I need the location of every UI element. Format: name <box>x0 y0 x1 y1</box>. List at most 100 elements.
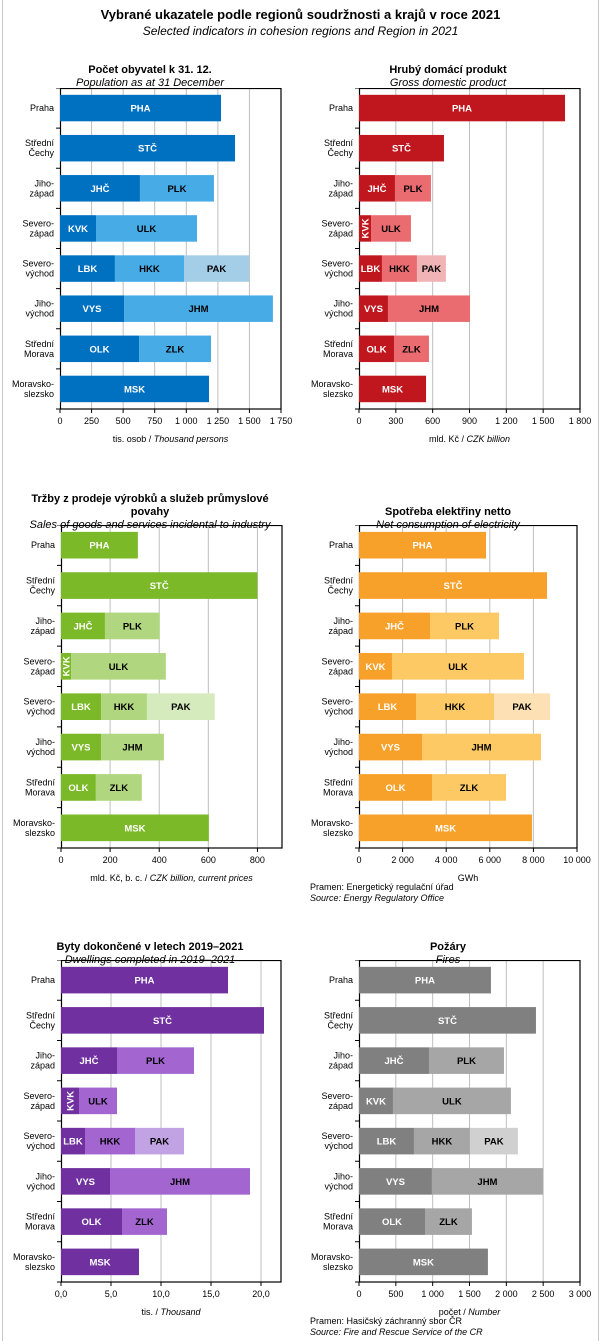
bar-label: STČ <box>444 580 463 592</box>
chart-subtitle: Population as at 31 December <box>76 77 224 89</box>
category-label: Severo-východ <box>321 259 353 279</box>
category-label: Střední Morava <box>323 339 354 359</box>
category-label: Jiho-západ <box>328 616 353 636</box>
bar-segment-plk <box>428 1047 504 1074</box>
bar-segment-lbk <box>359 693 417 721</box>
source-cz: Pramen: Hasičský záchranný sbor ČR <box>310 1316 463 1326</box>
x-tick-label: 1 800 <box>569 416 592 426</box>
chart-title-line2: povahy <box>130 506 170 518</box>
x-tick-label: 10 000 <box>563 855 591 865</box>
category-label: Moravsko-slezsko <box>13 818 55 838</box>
x-tick-label: 1 200 <box>495 416 518 426</box>
x-tick-label: 1 500 <box>458 1289 481 1299</box>
bar-segment-jhč <box>359 175 395 202</box>
bar-segment-hkk <box>85 1127 135 1155</box>
bar-segment-pak <box>469 1127 518 1155</box>
bar-label: VYS <box>381 743 400 754</box>
x-tick-label: 750 <box>147 416 162 426</box>
bar-label: JHM <box>170 1177 190 1188</box>
plot-frame <box>59 88 282 410</box>
category-label: Praha <box>329 975 353 985</box>
chart-title: Požáry <box>429 941 467 953</box>
bar-segment-jhč <box>359 1047 429 1074</box>
chart-panel-fires: Požáry Fires Praha PHA Střední Čechy STČ Jiho-z… <box>298 0 598 1341</box>
bar-segment-msk <box>359 375 427 403</box>
x-tick-label: 300 <box>388 416 403 426</box>
chart-svg-population: Praha PHA Střední Čechy STČ Jiho-západ JHČ PLK S… <box>12 88 293 444</box>
bar-label: VYS <box>72 743 91 754</box>
bar-segment-jhm <box>110 1168 250 1195</box>
bar-segment-stč <box>359 572 548 599</box>
bar-segment-kvk <box>61 652 72 680</box>
bar-label: PHA <box>89 541 109 552</box>
bar-label: ZLK <box>110 783 129 794</box>
bar-label: LBK <box>71 702 91 713</box>
bar-label: PAK <box>484 1137 503 1148</box>
bar-segment-plk <box>394 175 431 202</box>
x-tick-label: 3 000 <box>569 1289 592 1299</box>
x-tick-label: 15,0 <box>202 1289 220 1299</box>
bar-label: ULK <box>137 224 157 235</box>
x-tick-label: 1 750 <box>270 416 293 426</box>
bar-label: MSK <box>124 384 145 395</box>
bar-label: PAK <box>171 702 190 713</box>
category-label: Střední Čechy <box>324 1010 354 1030</box>
bar-segment-jhč <box>359 612 431 640</box>
bar-segment-zlk <box>139 335 212 363</box>
bar-segment-stč <box>60 134 236 162</box>
category-label: Moravsko-slezsko <box>311 818 353 838</box>
bar-label: MSK <box>89 1257 110 1268</box>
bar-label: PLK <box>123 621 142 632</box>
x-tick-label: 2 500 <box>532 1289 555 1299</box>
chart-panel-dwellings: Byty dokončené v letech 2019–2021 Dwellin… <box>0 0 300 1341</box>
category-label: Severo-západ <box>23 1091 55 1111</box>
bar-segment-olk <box>61 1208 122 1235</box>
category-label: Moravsko-slezsko <box>12 379 54 399</box>
bar-segment-msk <box>61 1248 139 1276</box>
bar-segment-jhm <box>422 733 542 761</box>
bar-label: KVK <box>62 656 73 676</box>
bar-label: VYS <box>364 304 383 315</box>
bar-segment-pha <box>60 94 222 122</box>
bar-label: MSK <box>413 1257 434 1268</box>
category-label: Moravsko-slezsko <box>311 379 353 399</box>
category-label: Jiho-východ <box>26 737 55 757</box>
bar-segment-pak <box>184 255 250 282</box>
bar-label: LBK <box>377 1137 397 1148</box>
bar-segment-hkk <box>101 693 147 721</box>
bar-label: MSK <box>124 823 145 834</box>
bar-segment-kvk <box>359 215 372 242</box>
bar-segment-zlk <box>95 774 142 801</box>
x-tick-label: 1 500 <box>532 416 555 426</box>
bar-segment-pha <box>359 531 487 559</box>
category-label: Praha <box>329 540 353 550</box>
bar-segment-hkk <box>381 255 417 282</box>
category-label: Moravsko-slezsko <box>13 1252 55 1272</box>
chart-title: Byty dokončené v letech 2019–2021 <box>56 941 244 953</box>
bar-label: ZLK <box>166 344 185 355</box>
chart-svg-industry-sales: Praha PHA Střední Čechy STČ Jiho-západ JHČ PLK S… <box>13 525 283 883</box>
bar-label: STČ <box>150 580 169 592</box>
category-label: Severo-západ <box>22 218 54 238</box>
bar-label: KVK <box>68 224 88 235</box>
bar-label: PAK <box>422 264 441 275</box>
bar-segment-olk <box>61 774 96 801</box>
category-label: Severo-západ <box>321 656 353 676</box>
bar-label: PAK <box>150 1137 169 1148</box>
chart-title: Tržby z prodeje výrobků a služeb průmysl… <box>31 493 269 505</box>
bar-label: HKK <box>114 702 135 713</box>
bar-segment-plk <box>139 175 214 202</box>
bar-label: JHM <box>419 304 439 315</box>
bar-segment-ulk <box>95 215 198 242</box>
bar-segment-stč <box>359 1007 536 1034</box>
x-tick-label: 200 <box>103 855 118 865</box>
x-tick-label: 1 000 <box>421 1289 444 1299</box>
bar-segment-lbk <box>359 255 382 282</box>
bar-segment-kvk <box>359 652 393 680</box>
bar-segment-jhm <box>431 1168 543 1195</box>
x-tick-label: 4 000 <box>435 855 458 865</box>
bar-segment-vys <box>359 1168 432 1195</box>
chart-panel-industry-sales: Tržby z prodeje výrobků a služeb průmysl… <box>0 0 300 1341</box>
bar-label: PLK <box>455 621 474 632</box>
bar-segment-vys <box>359 733 423 761</box>
